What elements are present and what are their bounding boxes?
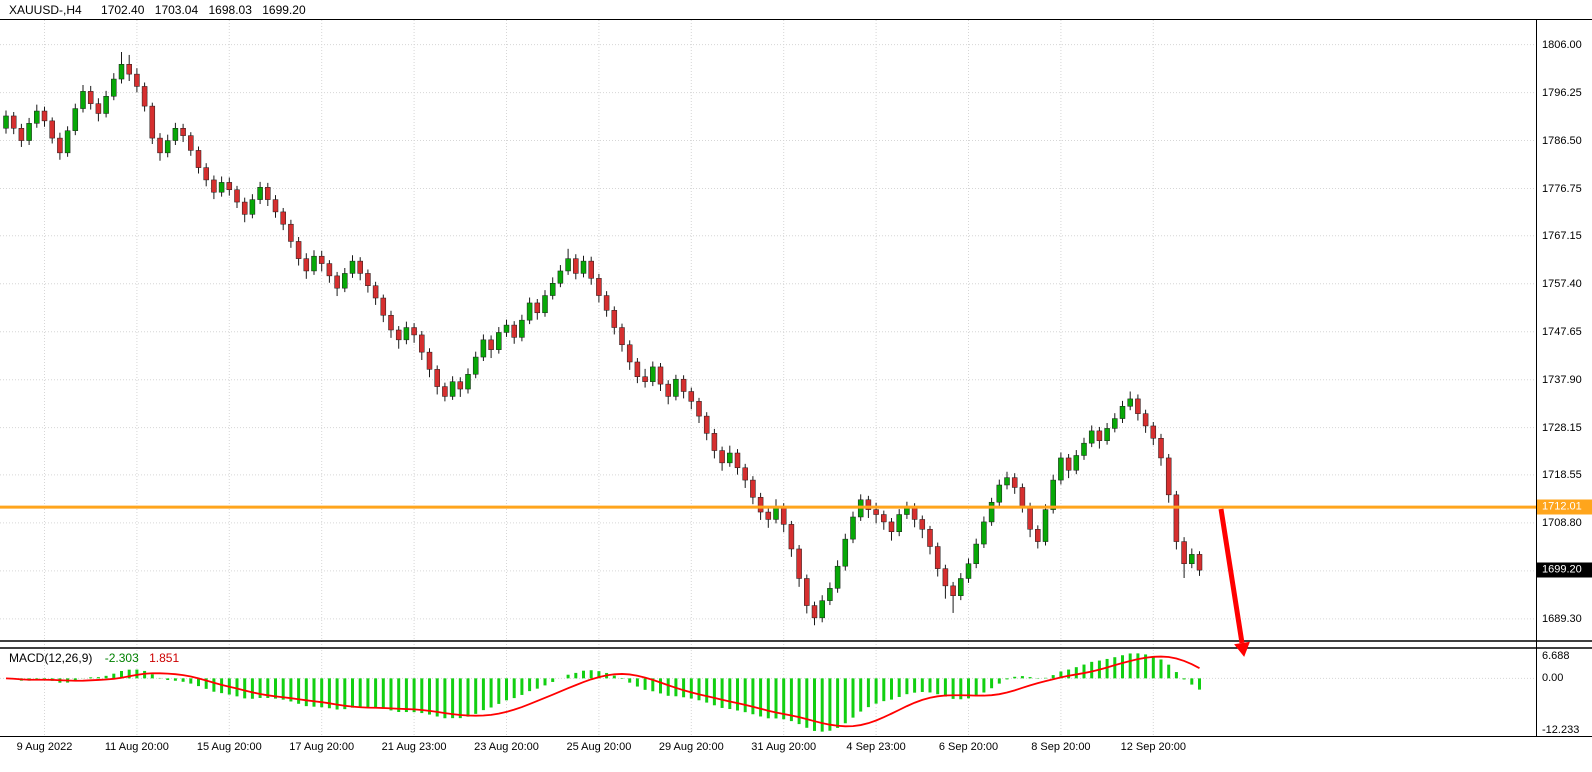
- time-tick-label: 8 Sep 20:00: [1031, 741, 1091, 753]
- price-tick-label: 1728.15: [1542, 421, 1582, 434]
- macd-indicator-label: MACD(12,26,9) -2.303 1.851: [9, 651, 179, 665]
- ohlc-high: 1703.04: [154, 3, 199, 17]
- macd-signal-line: [5, 655, 1200, 728]
- price-tick-label: 1767.15: [1542, 229, 1582, 242]
- time-tick-label: 17 Aug 20:00: [289, 741, 355, 753]
- macd-name: MACD(12,26,9): [9, 651, 93, 665]
- chart-header: XAUUSD-,H4 1702.40 1703.04 1698.03 1699.…: [9, 3, 313, 17]
- time-tick-label: 25 Aug 20:00: [566, 741, 632, 753]
- ohlc-open: 1702.40: [101, 3, 145, 17]
- price-tick-label: 1689.30: [1542, 612, 1582, 625]
- symbol-period-label: XAUUSD-,H4: [9, 3, 82, 17]
- time-tick-label: 29 Aug 20:00: [658, 741, 724, 753]
- pane-borders: [0, 19, 1592, 737]
- time-tick-label: 21 Aug 23:00: [381, 741, 447, 753]
- gridlines: [0, 20, 1536, 735]
- price-tick-label: 1747.65: [1542, 325, 1582, 338]
- time-tick-label: 6 Sep 20:00: [938, 741, 999, 753]
- time-tick-label: 9 Aug 2022: [16, 741, 73, 753]
- macd-signal-value: 1.851: [149, 651, 180, 665]
- ohlc-close: 1699.20: [262, 3, 306, 17]
- macd-tick-label: 6.688: [1542, 650, 1570, 662]
- price-tick-label: 1806.00: [1542, 38, 1582, 51]
- time-tick-label: 15 Aug 20:00: [196, 741, 262, 753]
- time-tick-label: 4 Sep 23:00: [846, 741, 906, 753]
- price-tick-label: 1786.50: [1542, 134, 1582, 147]
- pane-divider[interactable]: [0, 638, 1592, 650]
- current-price-tag: 1699.20: [1537, 562, 1592, 578]
- time-tick-label: 12 Sep 20:00: [1120, 741, 1187, 753]
- candles: [3, 51, 1203, 626]
- trend-arrow[interactable]: [1218, 508, 1250, 657]
- time-tick-label: 23 Aug 20:00: [474, 741, 539, 753]
- hline-price-tag: 1712.01: [1537, 499, 1592, 515]
- macd-tick-label: 0.00: [1542, 672, 1564, 685]
- macd-main-value: -2.303: [104, 651, 139, 665]
- price-tick-label: 1718.55: [1542, 468, 1582, 481]
- macd-histogram: [5, 653, 1201, 732]
- price-tick-label: 1708.80: [1542, 516, 1582, 529]
- macd-tick-label: -12.233: [1542, 724, 1580, 736]
- price-tick-label: 1757.40: [1542, 277, 1582, 290]
- time-tick-label: 31 Aug 20:00: [751, 741, 817, 753]
- price-tick-label: 1796.25: [1542, 86, 1582, 99]
- price-tick-label: 1737.90: [1542, 373, 1582, 386]
- ohlc-low: 1698.03: [208, 3, 252, 17]
- price-tick-label: 1776.75: [1542, 182, 1582, 195]
- time-tick-label: 11 Aug 20:00: [104, 741, 169, 753]
